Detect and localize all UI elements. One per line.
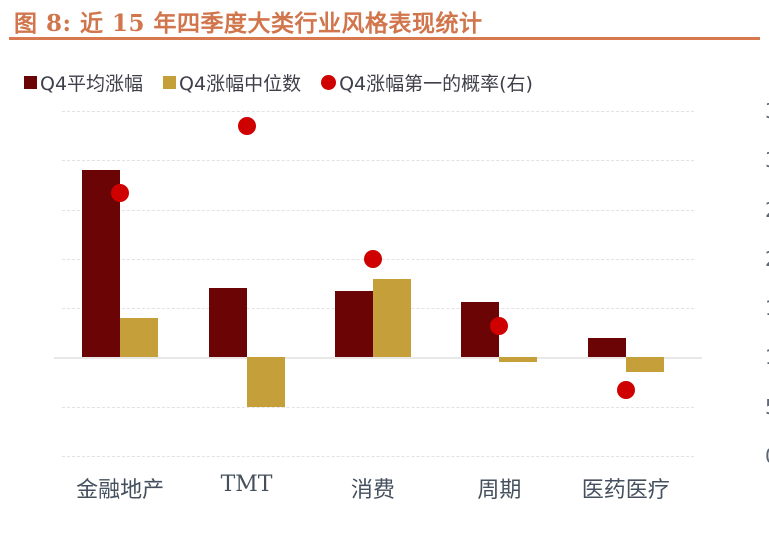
legend-item-median[interactable]: Q4涨幅中位数	[163, 69, 301, 96]
y-tick-right: 20%	[765, 247, 769, 271]
bar-avg-4[interactable]	[587, 337, 626, 358]
legend-square-icon-avg	[24, 75, 37, 89]
page-title: 图 8: 近 15 年四季度大类行业风格表现统计	[14, 10, 483, 37]
gridline	[62, 111, 694, 112]
title-divider	[9, 37, 760, 40]
legend-item-prob[interactable]: Q4涨幅第一的概率(右)	[321, 69, 533, 96]
bar-avg-0[interactable]	[82, 170, 121, 358]
data-point-prob-2[interactable]	[363, 249, 382, 268]
y-tick-right: 30%	[765, 148, 769, 172]
x-axis-label-3: 周期	[477, 478, 522, 503]
gridline	[62, 456, 694, 457]
x-axis-label-0: 金融地产	[76, 478, 165, 503]
plot-area: 1086420-2-4 35%30%25%20%15%10%5%0% 金融地产T…	[54, 99, 769, 503]
title-bar: 图 8: 近 15 年四季度大类行业风格表现统计	[0, 0, 769, 44]
gridline	[62, 160, 694, 162]
legend-item-avg[interactable]: Q4平均涨幅	[24, 69, 143, 96]
legend-label-prob: Q4涨幅第一的概率(右)	[339, 72, 533, 95]
gridline	[62, 209, 694, 211]
data-point-prob-0[interactable]	[111, 183, 130, 202]
y-tick-right: 15%	[765, 296, 769, 320]
legend-label-median: Q4涨幅中位数	[179, 72, 302, 95]
data-point-prob-3[interactable]	[490, 316, 509, 335]
bar-median-3[interactable]	[499, 357, 538, 363]
y-tick-right: 25%	[765, 198, 769, 222]
bar-median-4[interactable]	[625, 357, 664, 373]
x-axis-label-4: 医药医疗	[581, 478, 670, 503]
legend-square-icon-median	[163, 75, 177, 89]
data-point-prob-1[interactable]	[237, 116, 256, 135]
gridline	[62, 406, 694, 408]
bar-median-1[interactable]	[246, 357, 285, 407]
y-tick-right: 5%	[765, 395, 769, 419]
y-tick-right: 35%	[765, 99, 769, 123]
bar-avg-1[interactable]	[208, 288, 247, 358]
x-axis-label-1: TMT	[220, 472, 273, 497]
zero-axis-line	[54, 357, 702, 360]
bar-median-2[interactable]	[372, 278, 411, 358]
legend-circle-icon-prob	[321, 74, 337, 90]
y-tick-right: 0%	[765, 444, 769, 468]
legend-label-avg: Q4平均涨幅	[40, 72, 144, 95]
data-point-prob-4[interactable]	[616, 380, 635, 399]
bar-avg-2[interactable]	[334, 290, 373, 358]
bar-median-0[interactable]	[120, 318, 159, 358]
y-tick-right: 10%	[765, 345, 769, 369]
x-axis-label-2: 消费	[350, 478, 395, 503]
chart-legend: Q4平均涨幅 Q4涨幅中位数 Q4涨幅第一的概率(右)	[24, 68, 553, 96]
